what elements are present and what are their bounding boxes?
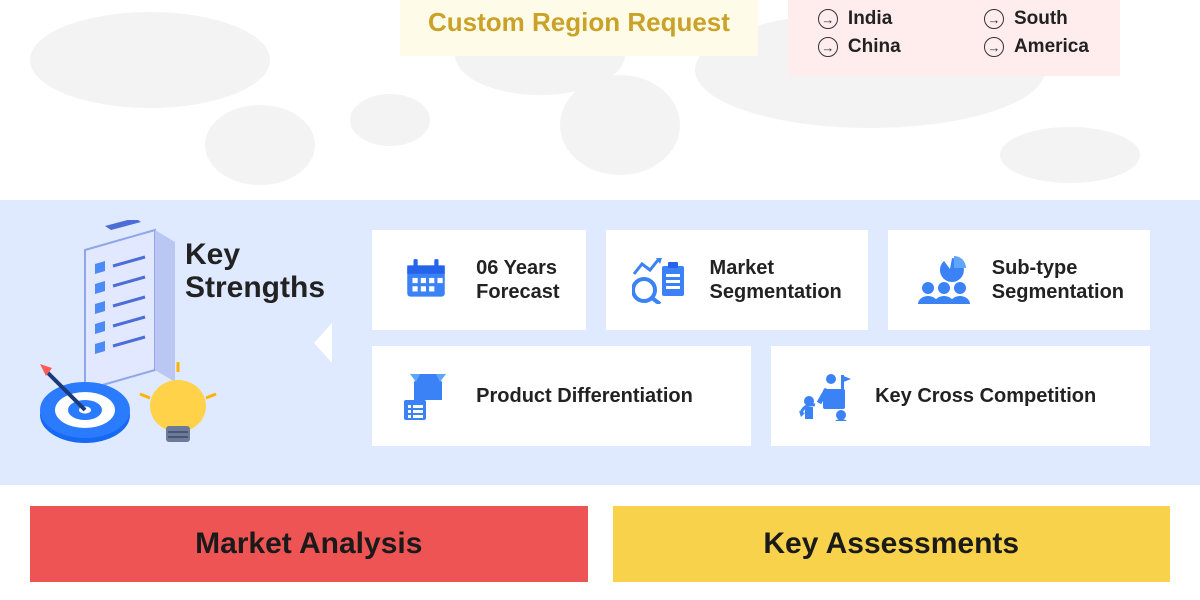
country-label: South bbox=[1014, 8, 1068, 30]
key-assessments-bar: Key Assessments bbox=[613, 506, 1171, 582]
calendar-icon bbox=[398, 252, 454, 308]
strength-label: Product Differentiation bbox=[476, 384, 693, 408]
bottom-bars: Market Analysis Key Assessments bbox=[30, 506, 1170, 582]
band-left: Key Strengths bbox=[0, 200, 332, 485]
country-item: America bbox=[984, 36, 1090, 58]
strength-label: Key Cross Competition bbox=[875, 384, 1096, 408]
strength-forecast: 06 Years Forecast bbox=[372, 230, 585, 330]
strength-row-2: Product Differentiation bbox=[372, 346, 1150, 446]
country-label: China bbox=[848, 36, 901, 58]
countries-box: India South China America bbox=[788, 0, 1120, 76]
country-item: South bbox=[984, 8, 1090, 30]
strength-label: 06 Years Forecast bbox=[476, 256, 559, 304]
top-region-row: Custom Region Request India South China … bbox=[0, 0, 1200, 200]
arrow-right-circle-icon bbox=[818, 37, 838, 57]
strength-label: Sub-type Segmentation bbox=[992, 256, 1124, 304]
bar-label: Key Assessments bbox=[763, 527, 1019, 561]
country-label: America bbox=[1014, 36, 1089, 58]
arrow-right-circle-icon bbox=[984, 9, 1004, 29]
strength-label: Market Segmentation bbox=[710, 256, 842, 304]
country-item: India bbox=[818, 8, 924, 30]
key-strengths-band: Key Strengths 06 Years Forecast bbox=[0, 200, 1200, 485]
arrow-right-circle-icon bbox=[818, 9, 838, 29]
subtype-seg-icon bbox=[914, 252, 970, 308]
country-item: China bbox=[818, 36, 924, 58]
market-seg-icon bbox=[632, 252, 688, 308]
cross-comp-icon bbox=[797, 368, 853, 424]
strength-market-seg: Market Segmentation bbox=[606, 230, 868, 330]
arrow-right-circle-icon bbox=[984, 37, 1004, 57]
strength-row-1: 06 Years Forecast Market Segmentation bbox=[372, 230, 1150, 330]
market-analysis-bar: Market Analysis bbox=[30, 506, 588, 582]
custom-region-box: Custom Region Request bbox=[400, 0, 758, 56]
strength-subtype-seg: Sub-type Segmentation bbox=[888, 230, 1150, 330]
strength-product-diff: Product Differentiation bbox=[372, 346, 751, 446]
key-strengths-title: Key Strengths bbox=[185, 238, 332, 304]
strength-cross-comp: Key Cross Competition bbox=[771, 346, 1150, 446]
custom-region-title: Custom Region Request bbox=[428, 8, 730, 38]
notch-decoration bbox=[314, 323, 332, 363]
country-label: India bbox=[848, 8, 892, 30]
band-right: 06 Years Forecast Market Segmentation bbox=[332, 200, 1200, 485]
bar-label: Market Analysis bbox=[195, 527, 422, 561]
product-diff-icon bbox=[398, 368, 454, 424]
